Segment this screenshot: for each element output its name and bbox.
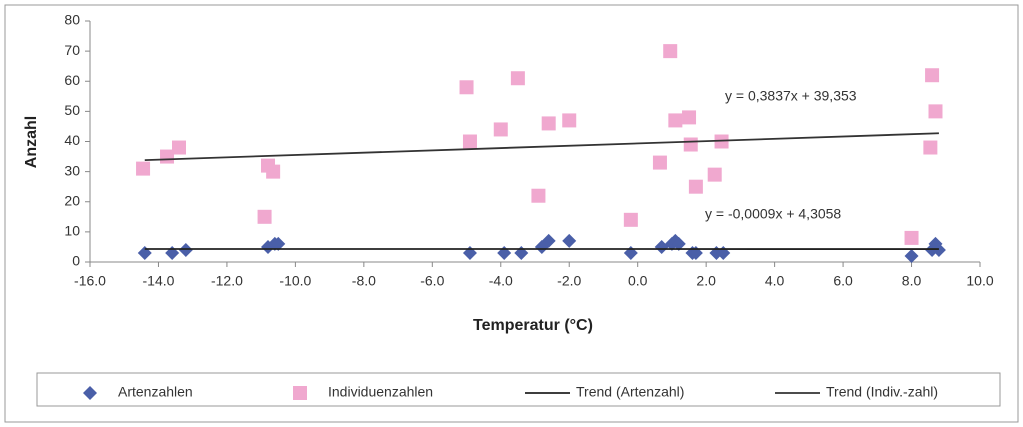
point xyxy=(462,245,477,260)
point xyxy=(462,134,477,149)
trend-line xyxy=(144,132,939,161)
x-tick-label: -16.0 xyxy=(74,273,106,289)
point xyxy=(663,44,678,59)
legend-swatch xyxy=(83,386,97,400)
y-tick-label: 20 xyxy=(64,192,80,208)
x-tick-label: 4.0 xyxy=(765,273,785,289)
x-tick-label: -10.0 xyxy=(279,273,311,289)
y-tick-label: 10 xyxy=(64,223,80,239)
trend-equation: y = -0,0009x + 4,3058 xyxy=(705,206,841,222)
point xyxy=(683,137,698,152)
x-tick-label: 8.0 xyxy=(902,273,922,289)
point xyxy=(668,113,683,128)
x-tick-label: -6.0 xyxy=(420,273,444,289)
point xyxy=(510,71,525,86)
point xyxy=(514,245,529,260)
point xyxy=(493,122,508,137)
point xyxy=(688,179,703,194)
chart-frame xyxy=(4,4,1019,423)
x-tick-label: -14.0 xyxy=(143,273,175,289)
point xyxy=(459,80,474,95)
point xyxy=(531,188,546,203)
x-tick-label: 10.0 xyxy=(966,273,993,289)
point xyxy=(904,230,919,245)
legend-label: Individuenzahlen xyxy=(328,384,433,400)
point xyxy=(925,68,940,83)
point xyxy=(562,233,577,248)
point xyxy=(931,242,946,257)
x-tick-label: 0.0 xyxy=(628,273,648,289)
point xyxy=(562,113,577,128)
point xyxy=(257,209,272,224)
y-tick-label: 70 xyxy=(64,42,80,58)
x-tick-label: 2.0 xyxy=(696,273,716,289)
point xyxy=(541,233,556,248)
point xyxy=(623,212,638,227)
point xyxy=(266,164,281,179)
point xyxy=(137,245,152,260)
point xyxy=(541,116,556,131)
point xyxy=(904,248,919,263)
point xyxy=(165,245,180,260)
legend-box xyxy=(36,372,1001,407)
point xyxy=(682,110,697,125)
legend-label: Artenzahlen xyxy=(118,384,193,400)
y-tick-label: 80 xyxy=(64,12,80,28)
legend-label: Trend (Indiv.-zahl) xyxy=(826,384,938,400)
point xyxy=(136,161,151,176)
trend-equation: y = 0,3837x + 39,353 xyxy=(725,88,857,104)
point xyxy=(923,140,938,155)
y-tick-label: 30 xyxy=(64,162,80,178)
legend-swatch xyxy=(293,386,307,400)
y-tick-label: 60 xyxy=(64,72,80,88)
x-tick-label: 6.0 xyxy=(833,273,853,289)
point xyxy=(497,245,512,260)
point xyxy=(623,245,638,260)
point xyxy=(707,167,722,182)
point xyxy=(928,104,943,119)
x-axis-title: Temperatur (°C) xyxy=(473,317,593,334)
point xyxy=(271,236,286,251)
point xyxy=(160,149,175,164)
legend-label: Trend (Artenzahl) xyxy=(576,384,684,400)
x-tick-label: -12.0 xyxy=(211,273,243,289)
point xyxy=(671,236,686,251)
point xyxy=(652,155,667,170)
point xyxy=(654,239,669,254)
x-tick-label: -8.0 xyxy=(352,273,376,289)
point xyxy=(178,242,193,257)
x-tick-label: -4.0 xyxy=(489,273,513,289)
x-tick-label: -2.0 xyxy=(557,273,581,289)
y-axis-title: Anzahl xyxy=(23,116,40,168)
y-tick-label: 40 xyxy=(64,132,80,148)
point xyxy=(172,140,186,155)
y-tick-label: 50 xyxy=(64,102,80,118)
y-tick-label: 0 xyxy=(72,253,80,269)
